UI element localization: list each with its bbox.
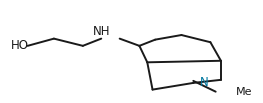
Text: NH: NH <box>93 25 110 38</box>
Text: N: N <box>199 76 208 89</box>
Text: Me: Me <box>235 87 252 97</box>
Text: HO: HO <box>11 39 28 52</box>
